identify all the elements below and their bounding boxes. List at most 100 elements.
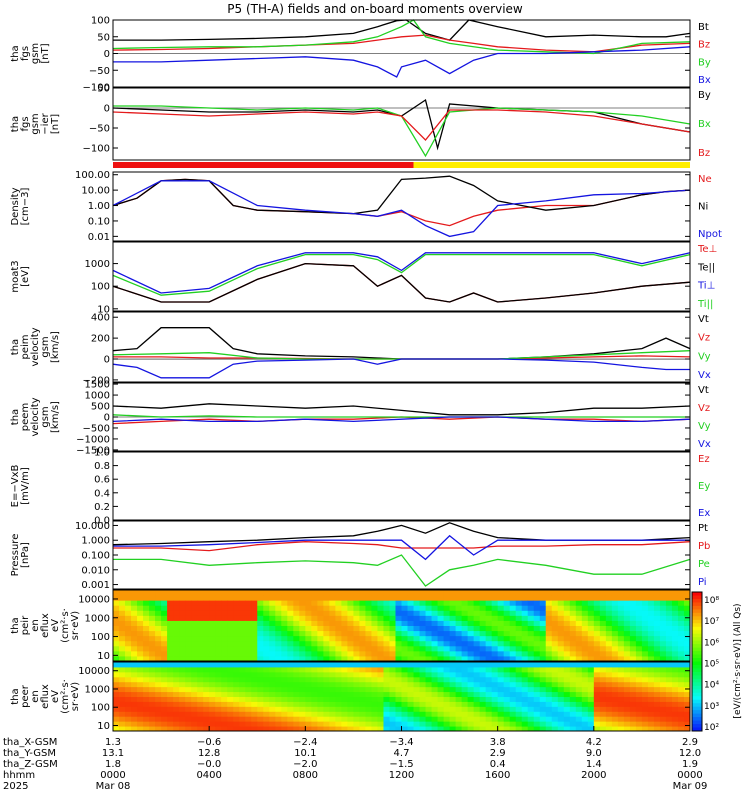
spectrogram-cell <box>575 635 583 642</box>
spectrogram-cell <box>557 691 565 697</box>
spectrogram-cell <box>125 595 132 601</box>
spectrogram-cell <box>131 681 138 688</box>
spectrogram-cell <box>515 625 523 632</box>
spectrogram-cell <box>455 650 463 657</box>
spectrogram-cell <box>305 640 312 647</box>
spectrogram-cell <box>293 662 300 668</box>
spectrogram-cell <box>155 590 162 596</box>
spectrogram-cell <box>365 701 372 707</box>
x-tick-label: 4.2 <box>586 737 602 748</box>
series-line-black <box>112 522 691 546</box>
spectrogram-cell <box>119 595 126 601</box>
spectrogram-cell <box>293 640 300 647</box>
spectrogram-cell <box>269 662 276 668</box>
spectrogram-cell <box>647 686 655 693</box>
spectrogram-cell <box>299 650 306 657</box>
spectrogram-cell <box>299 696 306 702</box>
spectrogram-cell <box>443 595 451 601</box>
spectrogram-cell <box>143 640 150 647</box>
spectrogram-cell <box>485 696 493 702</box>
spectrogram-cell <box>353 711 360 717</box>
spectrogram-cell <box>623 605 631 611</box>
spectrogram-cell <box>605 615 613 621</box>
spectrogram-cell <box>545 650 553 657</box>
spectrogram-cell <box>683 595 691 601</box>
spectrogram-cell <box>245 671 252 678</box>
spectrogram-cell <box>575 721 583 727</box>
spectrogram-cell <box>311 600 318 606</box>
spectrogram-cell <box>257 706 264 712</box>
spectrogram-cell <box>155 620 162 626</box>
spectrogram-cell <box>527 645 535 652</box>
spectrogram-cell <box>683 696 691 702</box>
spectrogram-cell <box>227 681 234 688</box>
spectrogram-cell <box>629 615 637 621</box>
spectrogram-cell <box>569 681 577 688</box>
spectrogram-cell <box>671 726 679 732</box>
spectrogram-cell <box>251 711 258 717</box>
spectrogram-cell <box>275 605 282 611</box>
series-line-blue <box>112 358 690 379</box>
spectrogram-cell <box>485 671 493 678</box>
spectrogram-cell <box>629 610 637 616</box>
spectrogram-cell <box>209 701 216 707</box>
spectrogram-cell <box>275 681 282 688</box>
spectrogram-cell <box>515 630 523 637</box>
spectrogram-cell <box>545 726 553 732</box>
spectrogram-cell <box>461 610 469 616</box>
spectrogram-cell <box>119 686 126 693</box>
spectrogram-cell <box>383 605 390 611</box>
spectrogram-cell <box>551 676 559 683</box>
spectrogram-cell <box>245 706 252 712</box>
spectrogram-cell <box>419 721 427 727</box>
series-line-red <box>113 541 691 552</box>
spectrogram-cell <box>329 686 336 693</box>
spectrogram-cell <box>311 662 318 668</box>
spectrogram-cell <box>209 590 216 596</box>
spectrogram-cell <box>197 615 204 621</box>
spectrogram-cell <box>569 711 577 717</box>
spectrogram-cell <box>479 662 487 668</box>
spectrogram-cell <box>335 590 342 596</box>
spectrogram-cell <box>251 645 258 652</box>
spectrogram-cell <box>647 620 655 626</box>
spectrogram-cell <box>485 686 493 693</box>
spectrogram-cell <box>131 706 138 712</box>
spectrogram-cell <box>551 625 559 632</box>
spectrogram-cell <box>251 696 258 702</box>
spectrogram-cell <box>287 686 294 693</box>
spectrogram-cell <box>173 666 180 673</box>
spectrogram-cell <box>485 630 493 637</box>
spectrogram-cell <box>587 716 595 722</box>
colorbar-cell <box>692 592 702 596</box>
spectrogram-cell <box>239 671 246 678</box>
spectrogram-cell <box>131 595 138 601</box>
spectrogram-cell <box>143 681 150 688</box>
spectrogram-cell <box>143 645 150 652</box>
spectrogram-cell <box>527 706 535 712</box>
spectrogram-cell <box>209 666 216 673</box>
spectrogram-cell <box>683 706 691 712</box>
legend-entry: By <box>698 57 711 68</box>
spectrogram-cell <box>563 600 571 606</box>
spectrogram-cell <box>263 701 270 707</box>
spectrogram-cell <box>233 590 240 596</box>
spectrogram-cell <box>143 605 150 611</box>
spectrogram-cell <box>665 701 673 707</box>
spectrogram-cell <box>323 605 330 611</box>
y-tick-label: 100 <box>91 16 110 27</box>
spectrogram-cell <box>515 645 523 652</box>
spectrogram-cell <box>533 666 541 673</box>
spectrogram-cell <box>671 686 679 693</box>
spectrogram-cell <box>227 620 234 626</box>
spectrogram-cell <box>623 711 631 717</box>
spectrogram-cell <box>431 726 439 732</box>
spectrogram-cell <box>407 650 415 657</box>
spectrogram-cell <box>221 696 228 702</box>
spectrogram-cell <box>527 671 535 678</box>
spectrogram-cell <box>179 701 186 707</box>
spectrogram-cell <box>545 676 553 683</box>
spectrogram-cell <box>515 711 523 717</box>
x-axis-ephemeris: tha_X-GSM 1.3 −0.6 −2.4 −3.4 3.8 4.2 2.9tha_Y-G… <box>3 726 707 792</box>
spectrogram-cell <box>173 662 180 668</box>
